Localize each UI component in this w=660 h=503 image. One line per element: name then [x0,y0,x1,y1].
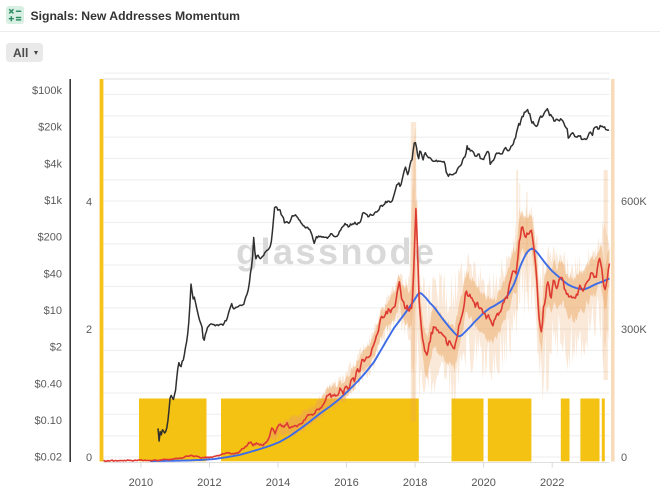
svg-text:$40: $40 [44,268,62,280]
svg-text:2018: 2018 [403,477,427,489]
svg-text:2014: 2014 [266,477,290,489]
svg-text:$10: $10 [44,305,62,317]
svg-text:$100k: $100k [32,85,62,97]
svg-text:2: 2 [86,324,92,336]
svg-text:2020: 2020 [471,477,495,489]
svg-text:$2: $2 [50,342,62,354]
svg-text:2022: 2022 [540,477,564,489]
svg-text:2012: 2012 [197,477,221,489]
svg-text:$0.02: $0.02 [34,452,62,464]
svg-text:4: 4 [86,196,92,208]
svg-text:$20k: $20k [38,122,62,134]
svg-text:300K: 300K [621,324,647,336]
svg-text:$0.10: $0.10 [34,415,62,427]
svg-text:$0.40: $0.40 [34,378,62,390]
svg-text:2010: 2010 [129,477,153,489]
svg-text:$1k: $1k [44,195,62,207]
svg-text:0: 0 [621,452,627,464]
svg-text:0: 0 [86,452,92,464]
svg-text:600K: 600K [621,196,647,208]
svg-text:glassnode: glassnode [236,231,437,272]
svg-text:2016: 2016 [334,477,358,489]
svg-text:$200: $200 [38,232,62,244]
svg-text:$4k: $4k [44,158,62,170]
